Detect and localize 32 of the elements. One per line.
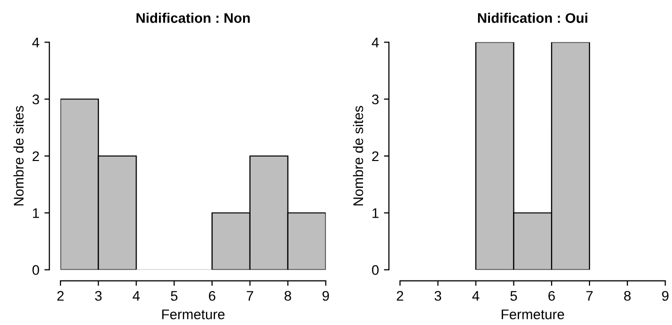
y-tick-label: 1 xyxy=(32,208,39,218)
x-axis-title: Fermeture xyxy=(162,310,225,320)
chart-title: Nidification : Oui xyxy=(478,12,588,23)
y-tick-label: 2 xyxy=(32,151,39,162)
x-tick-label: 4 xyxy=(472,291,480,301)
x-tick-label: 3 xyxy=(434,290,442,301)
y-tick-label: 0 xyxy=(32,265,40,275)
y-tick-label: 4 xyxy=(32,38,40,48)
y-axis-title: Nombre de sites xyxy=(352,106,364,206)
x-tick-label: 9 xyxy=(322,290,329,301)
x-tick-label: 8 xyxy=(624,290,631,301)
y-axis-title: Nombre de sites xyxy=(13,106,24,206)
chart-title: Nidification : Non xyxy=(136,12,250,23)
x-tick-label: 6 xyxy=(548,290,555,301)
y-tick-label: 1 xyxy=(372,208,379,218)
y-tick-label: 4 xyxy=(372,38,379,48)
y-tick-label: 3 xyxy=(32,94,40,104)
x-tick-label: 8 xyxy=(284,290,292,301)
y-tick-label: 3 xyxy=(372,94,379,104)
x-tick-label: 5 xyxy=(170,291,178,301)
x-tick-label: 2 xyxy=(57,290,64,301)
x-tick-label: 2 xyxy=(396,290,404,301)
y-tick-label: 0 xyxy=(372,265,379,275)
x-tick-label: 7 xyxy=(246,291,254,301)
x-tick-label: 3 xyxy=(95,290,102,301)
y-tick-label: 2 xyxy=(372,151,378,162)
x-tick-label: 6 xyxy=(208,290,216,301)
x-tick-label: 4 xyxy=(132,291,140,301)
x-tick-label: 7 xyxy=(586,291,593,301)
x-tick-label: 5 xyxy=(510,291,517,301)
x-axis-title: Fermeture xyxy=(502,310,564,320)
x-tick-label: 9 xyxy=(662,290,668,301)
